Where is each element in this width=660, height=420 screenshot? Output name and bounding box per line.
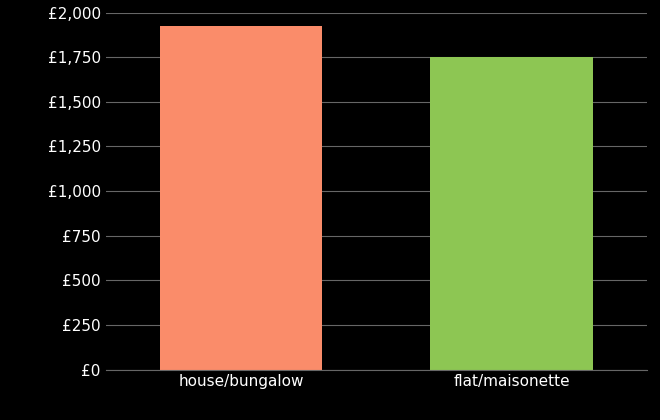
Bar [160, 26, 322, 370]
Bar [430, 57, 593, 370]
